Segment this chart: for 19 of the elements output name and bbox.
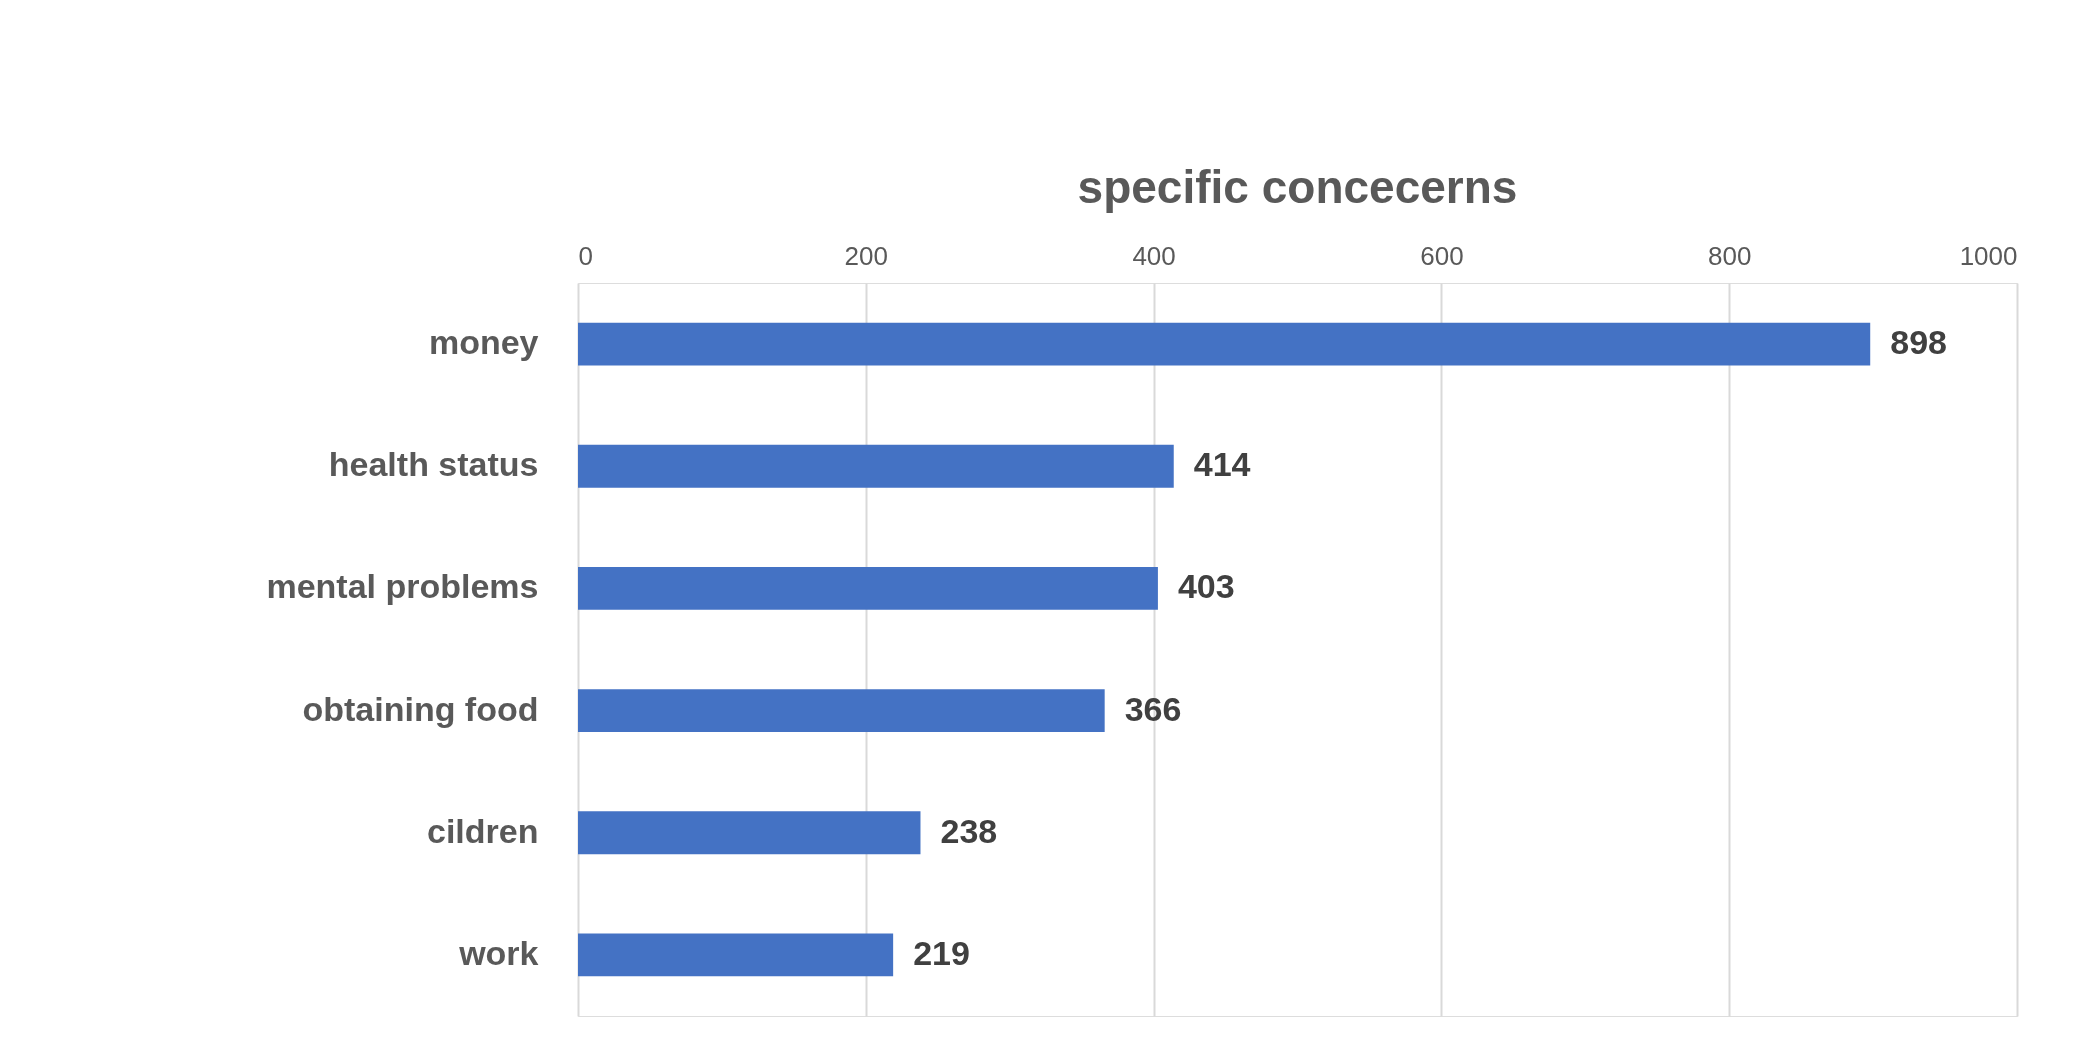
data-label: 414 [1193, 445, 1251, 484]
data-label: 366 [1124, 689, 1182, 728]
x-tick-label: 800 [1708, 240, 1752, 271]
data-label: 238 [940, 811, 998, 850]
y-tick-label: obtaining food [302, 689, 539, 728]
x-tick-label: 1000 [1959, 240, 2018, 271]
y-tick-label: cildren [427, 811, 539, 850]
x-tick-label: 400 [1132, 240, 1176, 271]
data-label: 219 [913, 933, 970, 972]
y-tick-label: work [458, 933, 539, 972]
y-tick-label: health status [328, 445, 539, 484]
data-label: 403 [1177, 567, 1235, 606]
data-label: 898 [1890, 323, 1947, 362]
y-tick-label: mental problems [266, 567, 539, 606]
x-tick-label: 0 [578, 240, 593, 271]
x-tick-label: 200 [844, 240, 888, 271]
x-tick-label: 600 [1420, 240, 1464, 271]
chart-title: specific concecerns [1077, 161, 1518, 213]
y-tick-label: money [428, 323, 539, 362]
